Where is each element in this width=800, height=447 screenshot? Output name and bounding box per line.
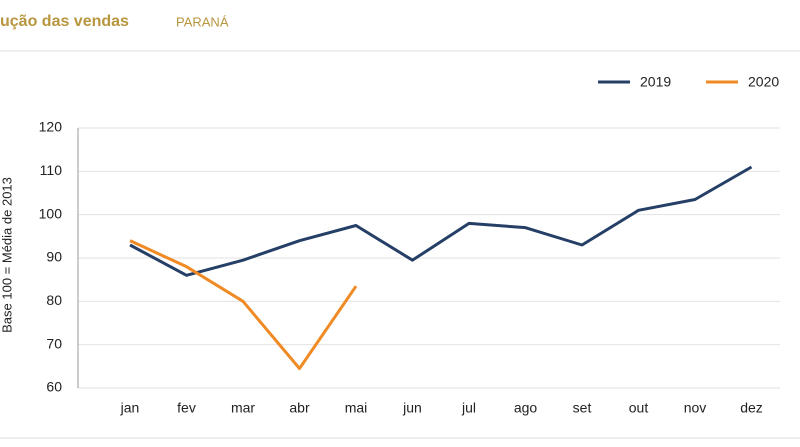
x-tick-label: set: [573, 400, 592, 416]
y-tick-label: 80: [46, 292, 62, 308]
x-tick-label: out: [629, 400, 649, 416]
x-tick-label: mar: [231, 400, 255, 416]
chart-title: ução das vendas: [0, 13, 129, 30]
y-tick-label: 120: [39, 119, 63, 135]
x-tick-label: abr: [289, 400, 310, 416]
x-tick-label: nov: [684, 400, 707, 416]
y-tick-label: 60: [46, 379, 62, 395]
x-tick-label: jun: [402, 400, 422, 416]
y-axis-label: Base 100 = Média de 2013: [0, 177, 14, 333]
y-tick-label: 110: [40, 162, 63, 178]
x-tick-label: mai: [345, 400, 368, 416]
series-line: [129, 165, 753, 277]
x-tick-label: jul: [461, 400, 476, 416]
x-tick-label: fev: [177, 400, 196, 416]
x-tick-label: ago: [514, 400, 538, 416]
y-tick-label: 90: [46, 249, 62, 265]
x-tick-label: jan: [120, 400, 140, 416]
y-tick-label: 100: [39, 205, 63, 221]
y-tick-label: 70: [46, 335, 62, 351]
series-line: [129, 239, 358, 370]
legend-label: 2020: [748, 74, 779, 90]
legend-label: 2019: [640, 74, 671, 90]
x-tick-label: dez: [740, 400, 763, 416]
chart-subtitle: PARANÁ: [176, 14, 229, 29]
